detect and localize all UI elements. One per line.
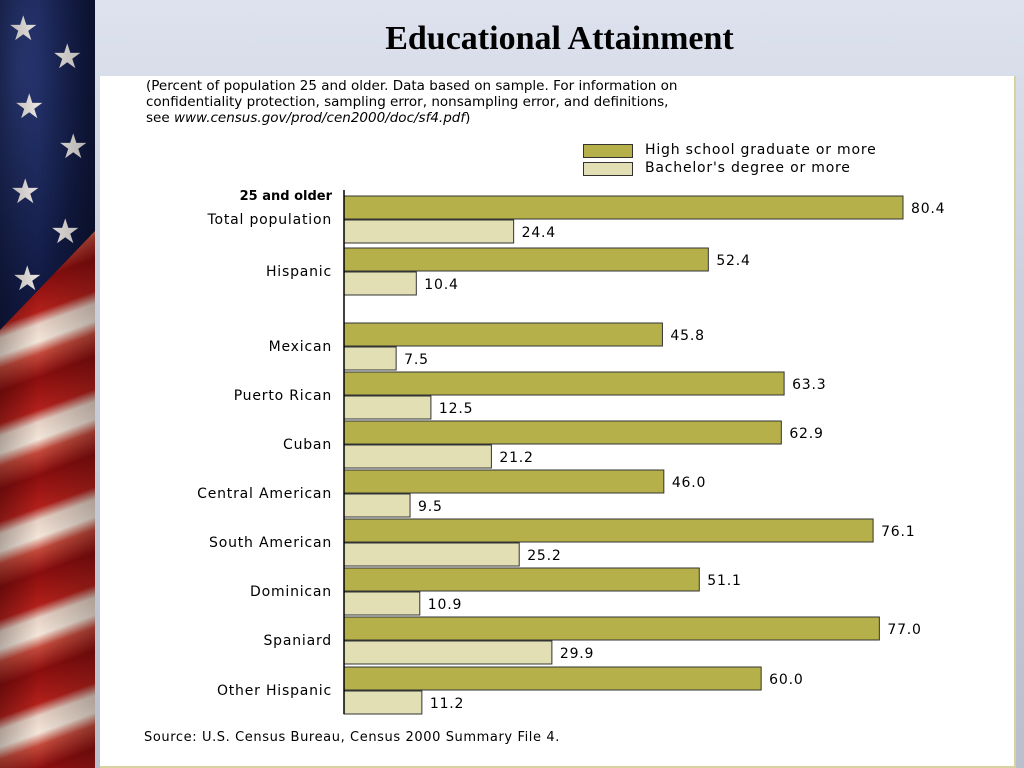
value-label-high-school: 62.9 <box>789 426 823 442</box>
value-label-bachelors: 11.2 <box>430 696 464 712</box>
category-label: Puerto Rican <box>234 388 332 404</box>
legend-swatch-high-school <box>583 144 633 158</box>
bar-bachelors <box>343 271 417 296</box>
bar-high-school <box>343 195 904 220</box>
star-icon: ★ <box>14 90 44 124</box>
bar-high-school <box>343 616 880 641</box>
category-label: Spaniard <box>264 633 333 649</box>
star-icon: ★ <box>12 262 42 296</box>
value-label-high-school: 45.8 <box>670 328 704 344</box>
note-url: www.census.gov/prod/cen2000/doc/sf4.pdf <box>173 110 466 126</box>
slide-title: Educational Attainment <box>385 20 734 57</box>
chart-note: (Percent of population 25 and older. Dat… <box>146 78 966 126</box>
category-label: Other Hispanic <box>217 683 332 699</box>
value-label-high-school: 76.1 <box>881 524 915 540</box>
note-line-1: (Percent of population 25 and older. Dat… <box>146 78 678 94</box>
bar-high-school <box>343 371 785 396</box>
value-label-high-school: 60.0 <box>769 672 803 688</box>
note-line-3-suffix: ) <box>465 110 471 126</box>
value-label-bachelors: 10.9 <box>428 597 462 613</box>
bar-high-school <box>343 420 782 445</box>
category-label: Total population <box>207 212 332 228</box>
bar-high-school <box>343 518 874 543</box>
value-label-bachelors: 12.5 <box>439 401 473 417</box>
bar-bachelors <box>343 219 515 244</box>
value-label-bachelors: 21.2 <box>499 450 533 466</box>
star-icon: ★ <box>10 175 40 209</box>
legend-label-high-school: High school graduate or more <box>645 142 877 158</box>
flag-shading <box>0 0 95 768</box>
category-label: Cuban <box>283 437 332 453</box>
bar-high-school <box>343 666 762 691</box>
value-label-high-school: 77.0 <box>887 622 921 638</box>
bar-chart: 25 and older Total population 80.4 24.4 Hisp… <box>197 189 945 715</box>
value-label-bachelors: 9.5 <box>418 499 443 515</box>
bar-high-school <box>343 322 663 347</box>
star-icon: ★ <box>50 215 80 249</box>
flag-decoration: ★ ★ ★ ★ ★ ★ ★ <box>0 0 95 768</box>
bar-high-school <box>343 567 700 592</box>
value-label-bachelors: 24.4 <box>522 225 556 241</box>
value-label-bachelors: 29.9 <box>560 646 594 662</box>
chart-panel: (Percent of population 25 and older. Dat… <box>100 76 1016 768</box>
value-label-high-school: 63.3 <box>792 377 826 393</box>
value-label-bachelors: 10.4 <box>424 277 458 293</box>
value-label-high-school: 51.1 <box>707 573 741 589</box>
value-label-bachelors: 7.5 <box>404 352 429 368</box>
bar-bachelors <box>343 346 397 371</box>
bar-bachelors <box>343 690 423 715</box>
group-label: 25 and older <box>240 189 333 204</box>
note-line-3-prefix: see <box>146 110 174 126</box>
category-label: South American <box>209 535 332 551</box>
value-label-high-school: 46.0 <box>672 475 706 491</box>
legend-label-bachelors: Bachelor's degree or more <box>645 160 851 176</box>
legend-swatch-bachelors <box>583 162 633 176</box>
bar-bachelors <box>343 444 492 469</box>
bar-bachelors <box>343 640 553 665</box>
bar-bachelors <box>343 395 432 420</box>
category-label: Central American <box>197 486 332 502</box>
chart-source: Source: U.S. Census Bureau, Census 2000 … <box>144 730 560 745</box>
bar-high-school <box>343 247 709 272</box>
star-icon: ★ <box>8 12 38 46</box>
star-icon: ★ <box>52 40 82 74</box>
note-line-2: confidentiality protection, sampling err… <box>146 94 669 110</box>
star-icon: ★ <box>58 130 88 164</box>
bar-bachelors <box>343 542 520 567</box>
value-label-high-school: 52.4 <box>716 253 750 269</box>
bar-high-school <box>343 469 665 494</box>
value-label-high-school: 80.4 <box>911 201 945 217</box>
bar-bachelors <box>343 493 411 518</box>
bar-bachelors <box>343 591 421 616</box>
category-label: Hispanic <box>266 264 332 280</box>
value-label-bachelors: 25.2 <box>527 548 561 564</box>
category-label: Dominican <box>250 584 332 600</box>
category-label: Mexican <box>269 339 332 355</box>
